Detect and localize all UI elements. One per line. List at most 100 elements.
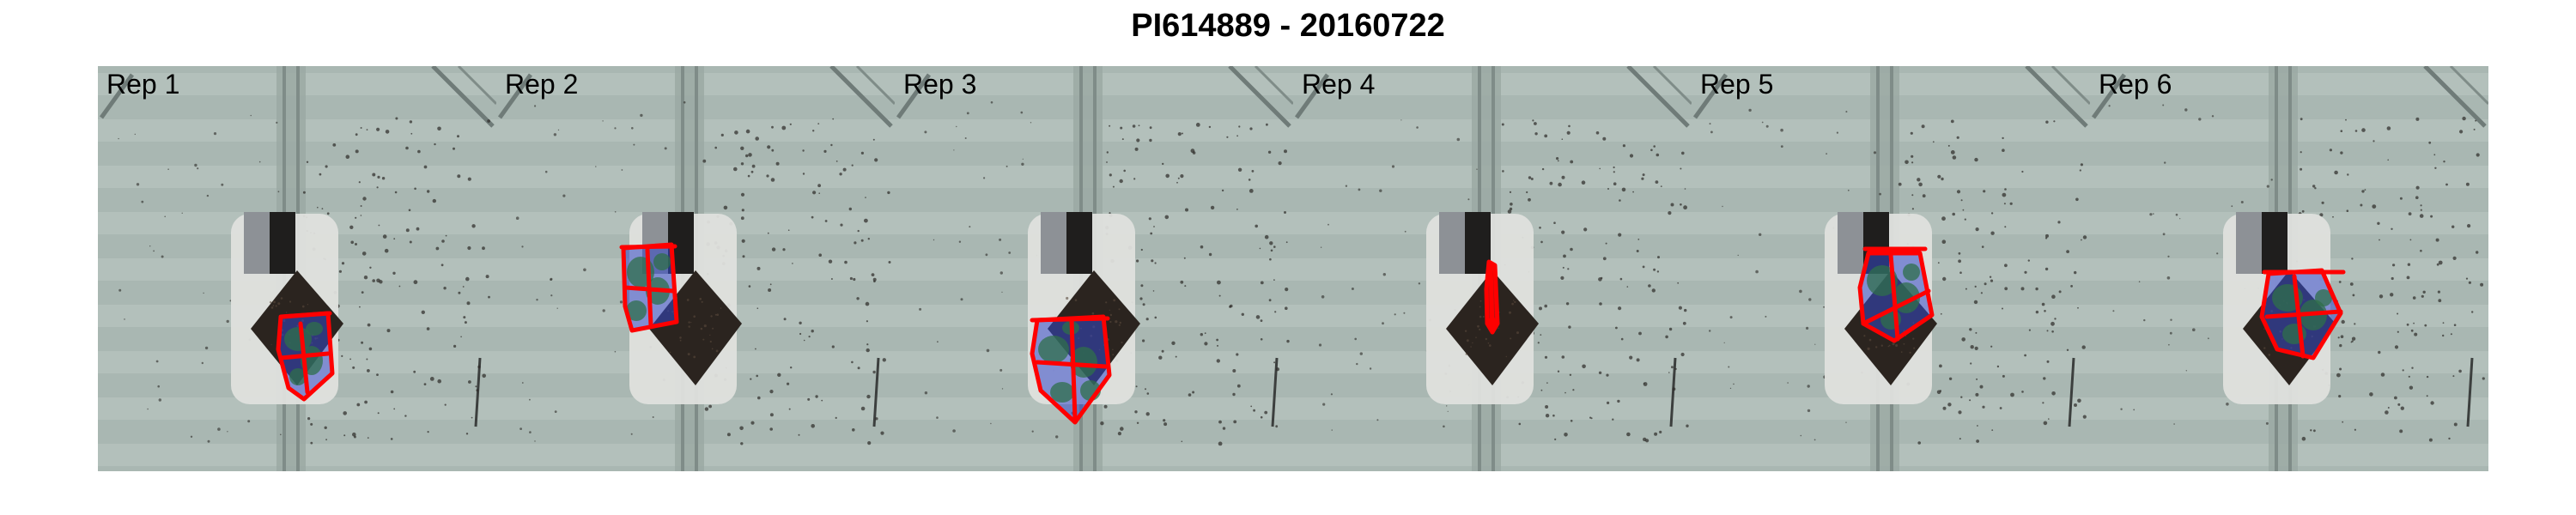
debris-speck xyxy=(1183,257,1186,259)
debris-speck xyxy=(2184,108,2188,112)
debris-speck xyxy=(521,245,524,248)
debris-speck xyxy=(1354,337,1357,341)
debris-speck xyxy=(1939,390,1942,392)
debris-speck xyxy=(2340,130,2343,132)
soil-grain xyxy=(720,307,722,309)
debris-speck xyxy=(338,270,342,273)
debris-speck xyxy=(2458,369,2462,373)
debris-speck xyxy=(2341,319,2345,324)
debris-speck xyxy=(866,320,868,323)
debris-speck xyxy=(2312,185,2316,188)
debris-speck xyxy=(2021,170,2024,173)
debris-speck xyxy=(2120,408,2123,410)
debris-speck xyxy=(2354,428,2356,431)
debris-speck xyxy=(1136,421,1139,424)
debris-speck xyxy=(1200,333,1203,336)
debris-speck xyxy=(849,276,853,281)
debris-speck xyxy=(2406,276,2410,280)
frame-bar xyxy=(1294,73,1330,119)
debris-speck xyxy=(395,117,398,120)
debris-speck xyxy=(1510,203,1513,206)
debris-speck xyxy=(476,389,479,392)
debris-speck xyxy=(857,367,860,370)
debris-speck xyxy=(1974,157,1978,162)
debris-speck xyxy=(2300,151,2302,154)
soil-grain xyxy=(1505,355,1507,358)
debris-speck xyxy=(1583,227,1588,232)
debris-speck xyxy=(1561,355,1565,359)
debris-speck xyxy=(2434,167,2437,169)
debris-speck xyxy=(487,119,490,123)
debris-speck xyxy=(2133,409,2136,411)
debris-speck xyxy=(1210,205,1215,210)
barcode-block-dark xyxy=(2262,212,2287,274)
debris-speck xyxy=(1710,130,1713,134)
debris-speck xyxy=(2452,375,2455,378)
debris-speck xyxy=(745,154,749,158)
debris-speck xyxy=(840,223,843,227)
debris-speck xyxy=(1030,122,1032,124)
debris-speck xyxy=(529,398,531,401)
debris-speck xyxy=(871,273,875,276)
debris-speck xyxy=(201,361,204,365)
debris-speck xyxy=(1539,306,1542,311)
debris-speck xyxy=(2319,213,2324,217)
debris-speck xyxy=(1534,132,1538,136)
debris-speck xyxy=(276,121,278,124)
debris-speck xyxy=(1369,367,1372,370)
debris-speck xyxy=(376,127,380,131)
debris-speck xyxy=(986,348,990,353)
debris-speck xyxy=(999,238,1002,241)
debris-speck xyxy=(1565,302,1570,306)
debris-speck xyxy=(1182,132,1183,135)
debris-speck xyxy=(1686,424,1689,427)
debris-speck xyxy=(2021,391,2024,393)
debris-speck xyxy=(349,358,351,360)
debris-speck xyxy=(683,101,686,104)
soil-grain xyxy=(716,313,720,317)
soil-grain xyxy=(272,305,275,306)
debris-speck xyxy=(865,301,870,306)
debris-speck xyxy=(1217,344,1218,347)
debris-speck xyxy=(1613,166,1615,169)
debris-speck xyxy=(1447,410,1449,412)
rep-2-image xyxy=(496,66,895,471)
soil-grain xyxy=(1479,306,1481,308)
debris-speck xyxy=(1391,165,1395,168)
debris-speck xyxy=(2338,281,2342,283)
debris-speck xyxy=(821,399,823,402)
frame-bar xyxy=(99,73,135,119)
debris-speck xyxy=(1255,315,1261,319)
debris-speck xyxy=(775,161,780,166)
debris-speck xyxy=(1648,284,1651,288)
soil-grain xyxy=(712,327,714,330)
debris-speck xyxy=(2399,429,2403,433)
debris-speck xyxy=(781,125,787,130)
debris-speck xyxy=(1650,148,1653,152)
debris-speck xyxy=(1799,289,1802,294)
debris-speck xyxy=(1626,286,1629,288)
debris-speck xyxy=(1268,299,1272,302)
debris-speck xyxy=(1545,414,1550,418)
debris-speck xyxy=(1807,385,1810,388)
debris-speck xyxy=(1379,189,1382,192)
debris-speck xyxy=(1119,179,1123,184)
debris-speck xyxy=(310,422,313,426)
debris-speck xyxy=(2364,189,2366,191)
debris-speck xyxy=(2332,215,2334,218)
debris-speck xyxy=(1668,372,1670,373)
debris-speck xyxy=(1629,355,1633,360)
debris-speck xyxy=(2452,256,2457,260)
debris-speck xyxy=(1273,245,1276,248)
debris-speck xyxy=(985,253,988,257)
debris-speck xyxy=(2390,293,2394,297)
debris-speck xyxy=(2399,197,2403,200)
debris-speck xyxy=(748,285,751,288)
debris-speck xyxy=(550,277,553,281)
debris-speck xyxy=(866,343,869,346)
debris-speck xyxy=(2175,213,2178,216)
debris-speck xyxy=(1275,425,1279,428)
debris-speck xyxy=(465,433,469,435)
debris-speck xyxy=(2044,267,2049,271)
debris-speck xyxy=(1682,321,1686,325)
